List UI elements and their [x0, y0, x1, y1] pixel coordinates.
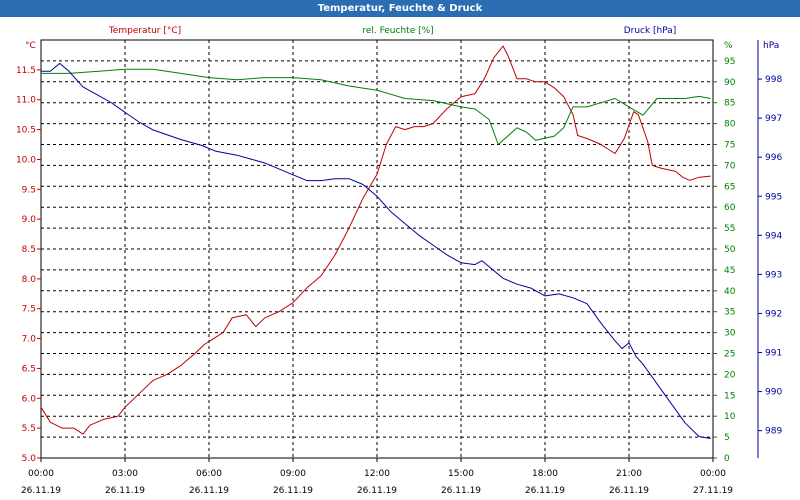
pressure-tick-label: 994: [765, 231, 782, 241]
pressure-tick-label: 998: [765, 75, 782, 85]
humidity-tick-label: 15: [724, 391, 735, 401]
temperature-tick-label: 9.0: [22, 215, 37, 225]
x-tick-time: 00:00: [700, 469, 726, 479]
pressure-axis-label: Druck [hPa]: [624, 26, 677, 36]
humidity-tick-label: 95: [724, 57, 735, 67]
temperature-series-line: [40, 45, 711, 435]
x-tick-date: 27.11.19: [693, 486, 733, 496]
humidity-tick-label: 35: [724, 308, 735, 318]
x-tick-time: 18:00: [532, 469, 558, 479]
humidity-tick-label: 70: [724, 161, 736, 171]
humidity-tick-label: 80: [724, 120, 736, 130]
axes: 00:00 26.11.19 03:00 26.11.19 06:00 26.11.19 0…: [16, 40, 782, 496]
humidity-tick-label: 40: [724, 287, 736, 297]
x-tick-date: 26.11.19: [273, 486, 313, 496]
temperature-unit-label: °C: [25, 41, 36, 51]
pressure-tick-label: 991: [765, 349, 782, 359]
x-tick-date: 26.11.19: [609, 486, 649, 496]
humidity-tick-label: 25: [724, 350, 735, 360]
x-tick-date: 26.11.19: [441, 486, 481, 496]
humidity-series-line: [41, 68, 711, 145]
pressure-tick-label: 997: [765, 114, 782, 124]
temperature-axis-label: Temperatur [°C]: [108, 26, 181, 36]
humidity-tick-label: 45: [724, 266, 735, 276]
x-tick-date: 26.11.19: [525, 486, 565, 496]
pressure-unit-label: hPa: [763, 41, 779, 51]
temperature-tick-label: 11.5: [16, 66, 36, 76]
temperature-tick-label: 6.0: [22, 394, 37, 404]
humidity-tick-label: 60: [724, 203, 736, 213]
x-tick-date: 26.11.19: [357, 486, 397, 496]
humidity-tick-label: 50: [724, 245, 736, 255]
humidity-tick-label: 30: [724, 329, 736, 339]
x-tick-date: 26.11.19: [21, 486, 61, 496]
x-tick-time: 15:00: [448, 469, 474, 479]
humidity-tick-label: 55: [724, 224, 735, 234]
pressure-tick-label: 989: [765, 427, 782, 437]
pressure-series-line: [41, 62, 711, 439]
humidity-tick-label: 75: [724, 141, 735, 151]
humidity-tick-label: 85: [724, 99, 735, 109]
humidity-axis-label: rel. Feuchte [%]: [362, 26, 433, 36]
temperature-tick-label: 7.0: [22, 335, 37, 345]
temperature-tick-label: 10.0: [16, 155, 36, 165]
pressure-tick-label: 996: [765, 153, 782, 163]
humidity-tick-label: 20: [724, 370, 736, 380]
pressure-tick-label: 992: [765, 309, 782, 319]
temperature-tick-label: 6.5: [22, 364, 36, 374]
humidity-unit-label: %: [724, 41, 733, 51]
grid-lines: [41, 40, 713, 458]
x-tick-time: 03:00: [112, 469, 138, 479]
humidity-tick-label: 10: [724, 412, 736, 422]
x-tick-time: 06:00: [196, 469, 222, 479]
pressure-tick-label: 995: [765, 192, 782, 202]
temperature-tick-label: 8.5: [22, 245, 36, 255]
temperature-tick-label: 5.0: [22, 454, 37, 464]
temperature-tick-label: 8.0: [22, 275, 37, 285]
temperature-tick-label: 5.5: [22, 424, 36, 434]
temperature-tick-label: 9.5: [22, 185, 36, 195]
humidity-tick-label: 0: [724, 454, 730, 464]
pressure-tick-label: 993: [765, 270, 782, 280]
x-tick-date: 26.11.19: [105, 486, 145, 496]
x-tick-time: 00:00: [28, 469, 54, 479]
humidity-tick-label: 90: [724, 78, 736, 88]
x-tick-time: 21:00: [616, 469, 642, 479]
x-tick-time: 12:00: [364, 469, 390, 479]
temperature-tick-label: 10.5: [16, 126, 36, 136]
pressure-tick-label: 990: [765, 388, 782, 398]
chart-title: Temperatur, Feuchte & Druck: [0, 0, 800, 17]
temperature-tick-label: 11.0: [16, 96, 36, 106]
humidity-tick-label: 5: [724, 433, 730, 443]
x-tick-date: 26.11.19: [189, 486, 229, 496]
series-lines: [40, 45, 711, 439]
humidity-tick-label: 65: [724, 182, 735, 192]
x-tick-time: 09:00: [280, 469, 306, 479]
temperature-tick-label: 7.5: [22, 305, 36, 315]
